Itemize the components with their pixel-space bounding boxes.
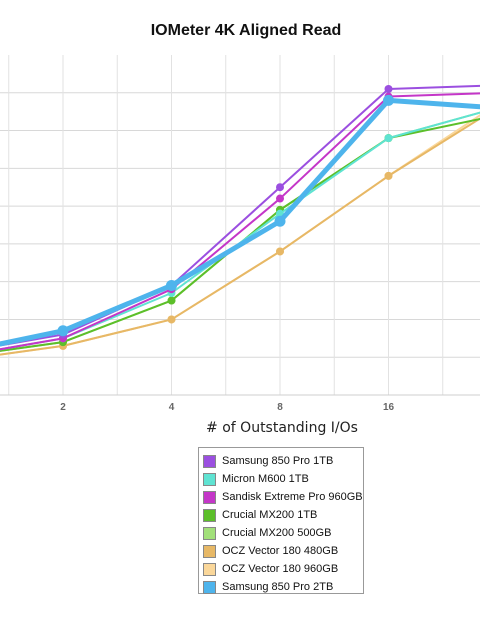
legend-item: Micron M600 1TB (203, 470, 363, 488)
legend-swatch (203, 562, 216, 576)
data-point (384, 171, 393, 180)
legend-label: Micron M600 1TB (222, 473, 309, 485)
legend-item: Samsung 850 Pro 1TB (203, 452, 363, 470)
legend-swatch (203, 490, 216, 504)
series-samsung-850-pro-2tb (0, 94, 480, 347)
legend-label: OCZ Vector 180 480GB (222, 545, 339, 557)
legend-item: OCZ Vector 180 480GB (203, 542, 363, 560)
legend-swatch (203, 454, 216, 468)
series-sandisk-extreme-pro-960gb (0, 92, 480, 351)
data-point (274, 215, 286, 227)
legend-label: Sandisk Extreme Pro 960GB (222, 491, 363, 503)
series-line (0, 84, 480, 347)
chart-title: IOMeter 4K Aligned Read (151, 22, 342, 39)
series-line (0, 97, 480, 347)
legend-swatch (203, 580, 216, 594)
x-tick-label: 2 (60, 402, 66, 413)
legend-label: OCZ Vector 180 960GB (222, 563, 339, 575)
x-axis-label: # of Outstanding I/Os (206, 420, 358, 436)
series-line (0, 117, 480, 352)
legend-item: Samsung 850 Pro 2TB (203, 578, 363, 596)
data-point (167, 296, 176, 305)
legend-swatch (203, 472, 216, 486)
x-axis-ticks: 2 4 8 16 (60, 402, 394, 413)
x-tick-label: 16 (383, 402, 395, 413)
legend-item: Crucial MX200 500GB (203, 524, 363, 542)
data-point (383, 94, 394, 106)
legend: Samsung 850 Pro 1TB Micron M600 1TB Sandis… (198, 447, 364, 594)
legend-swatch (203, 544, 216, 558)
legend-item: Sandisk Extreme Pro 960GB (203, 488, 363, 506)
data-point (166, 279, 177, 291)
legend-label: Samsung 850 Pro 2TB (222, 581, 334, 593)
legend-label: Samsung 850 Pro 1TB (222, 455, 334, 467)
legend-item: Crucial MX200 1TB (203, 506, 363, 524)
series-line (0, 117, 480, 356)
data-point (384, 85, 393, 93)
legend-label: Crucial MX200 1TB (222, 509, 318, 521)
series-line (0, 92, 480, 351)
data-point (57, 325, 69, 337)
series-samsung-850-pro-1tb (0, 84, 480, 347)
legend-item: OCZ Vector 180 960GB (203, 560, 363, 578)
legend-swatch (203, 526, 216, 540)
legend-swatch (203, 508, 216, 522)
legend-label: Crucial MX200 500GB (222, 527, 332, 539)
plot-series (0, 84, 480, 356)
series-crucial-mx200-1tb (0, 117, 480, 352)
data-point (276, 247, 284, 256)
data-point (384, 134, 393, 143)
data-point (276, 194, 284, 203)
data-point (276, 183, 284, 192)
data-point (167, 315, 176, 324)
x-tick-label: 8 (277, 402, 283, 413)
x-tick-label: 4 (169, 402, 175, 413)
